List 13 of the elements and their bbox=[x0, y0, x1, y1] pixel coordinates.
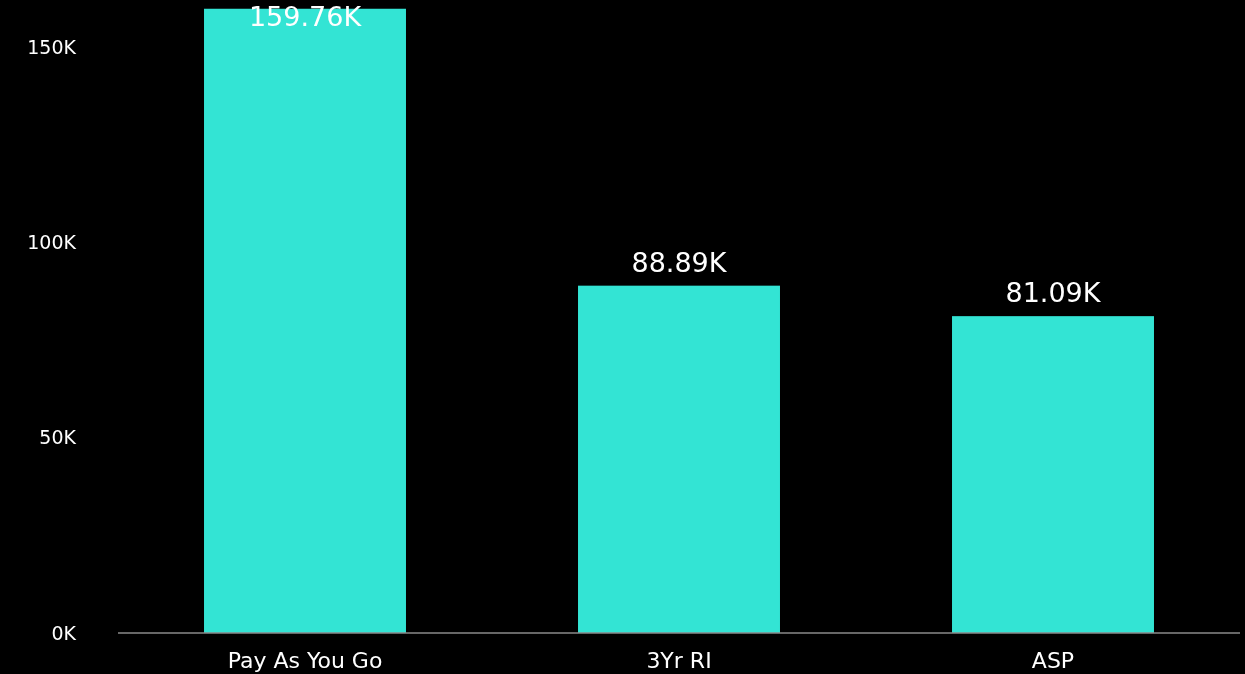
y-tick-label: 0K bbox=[51, 621, 77, 644]
bar bbox=[578, 285, 780, 633]
y-tick-label: 150K bbox=[27, 35, 77, 58]
bar bbox=[204, 8, 406, 633]
data-label: 159.76K bbox=[248, 1, 363, 32]
x-tick-label: Pay As You Go bbox=[227, 648, 383, 673]
y-tick-label: 50K bbox=[39, 426, 77, 449]
data-label: 81.09K bbox=[1005, 277, 1102, 309]
bar bbox=[952, 316, 1154, 633]
y-tick-label: 100K bbox=[27, 230, 77, 253]
data-label: 88.89K bbox=[631, 246, 728, 278]
x-tick-label: ASP bbox=[1031, 648, 1075, 673]
x-tick-label: 3Yr RI bbox=[646, 648, 712, 673]
